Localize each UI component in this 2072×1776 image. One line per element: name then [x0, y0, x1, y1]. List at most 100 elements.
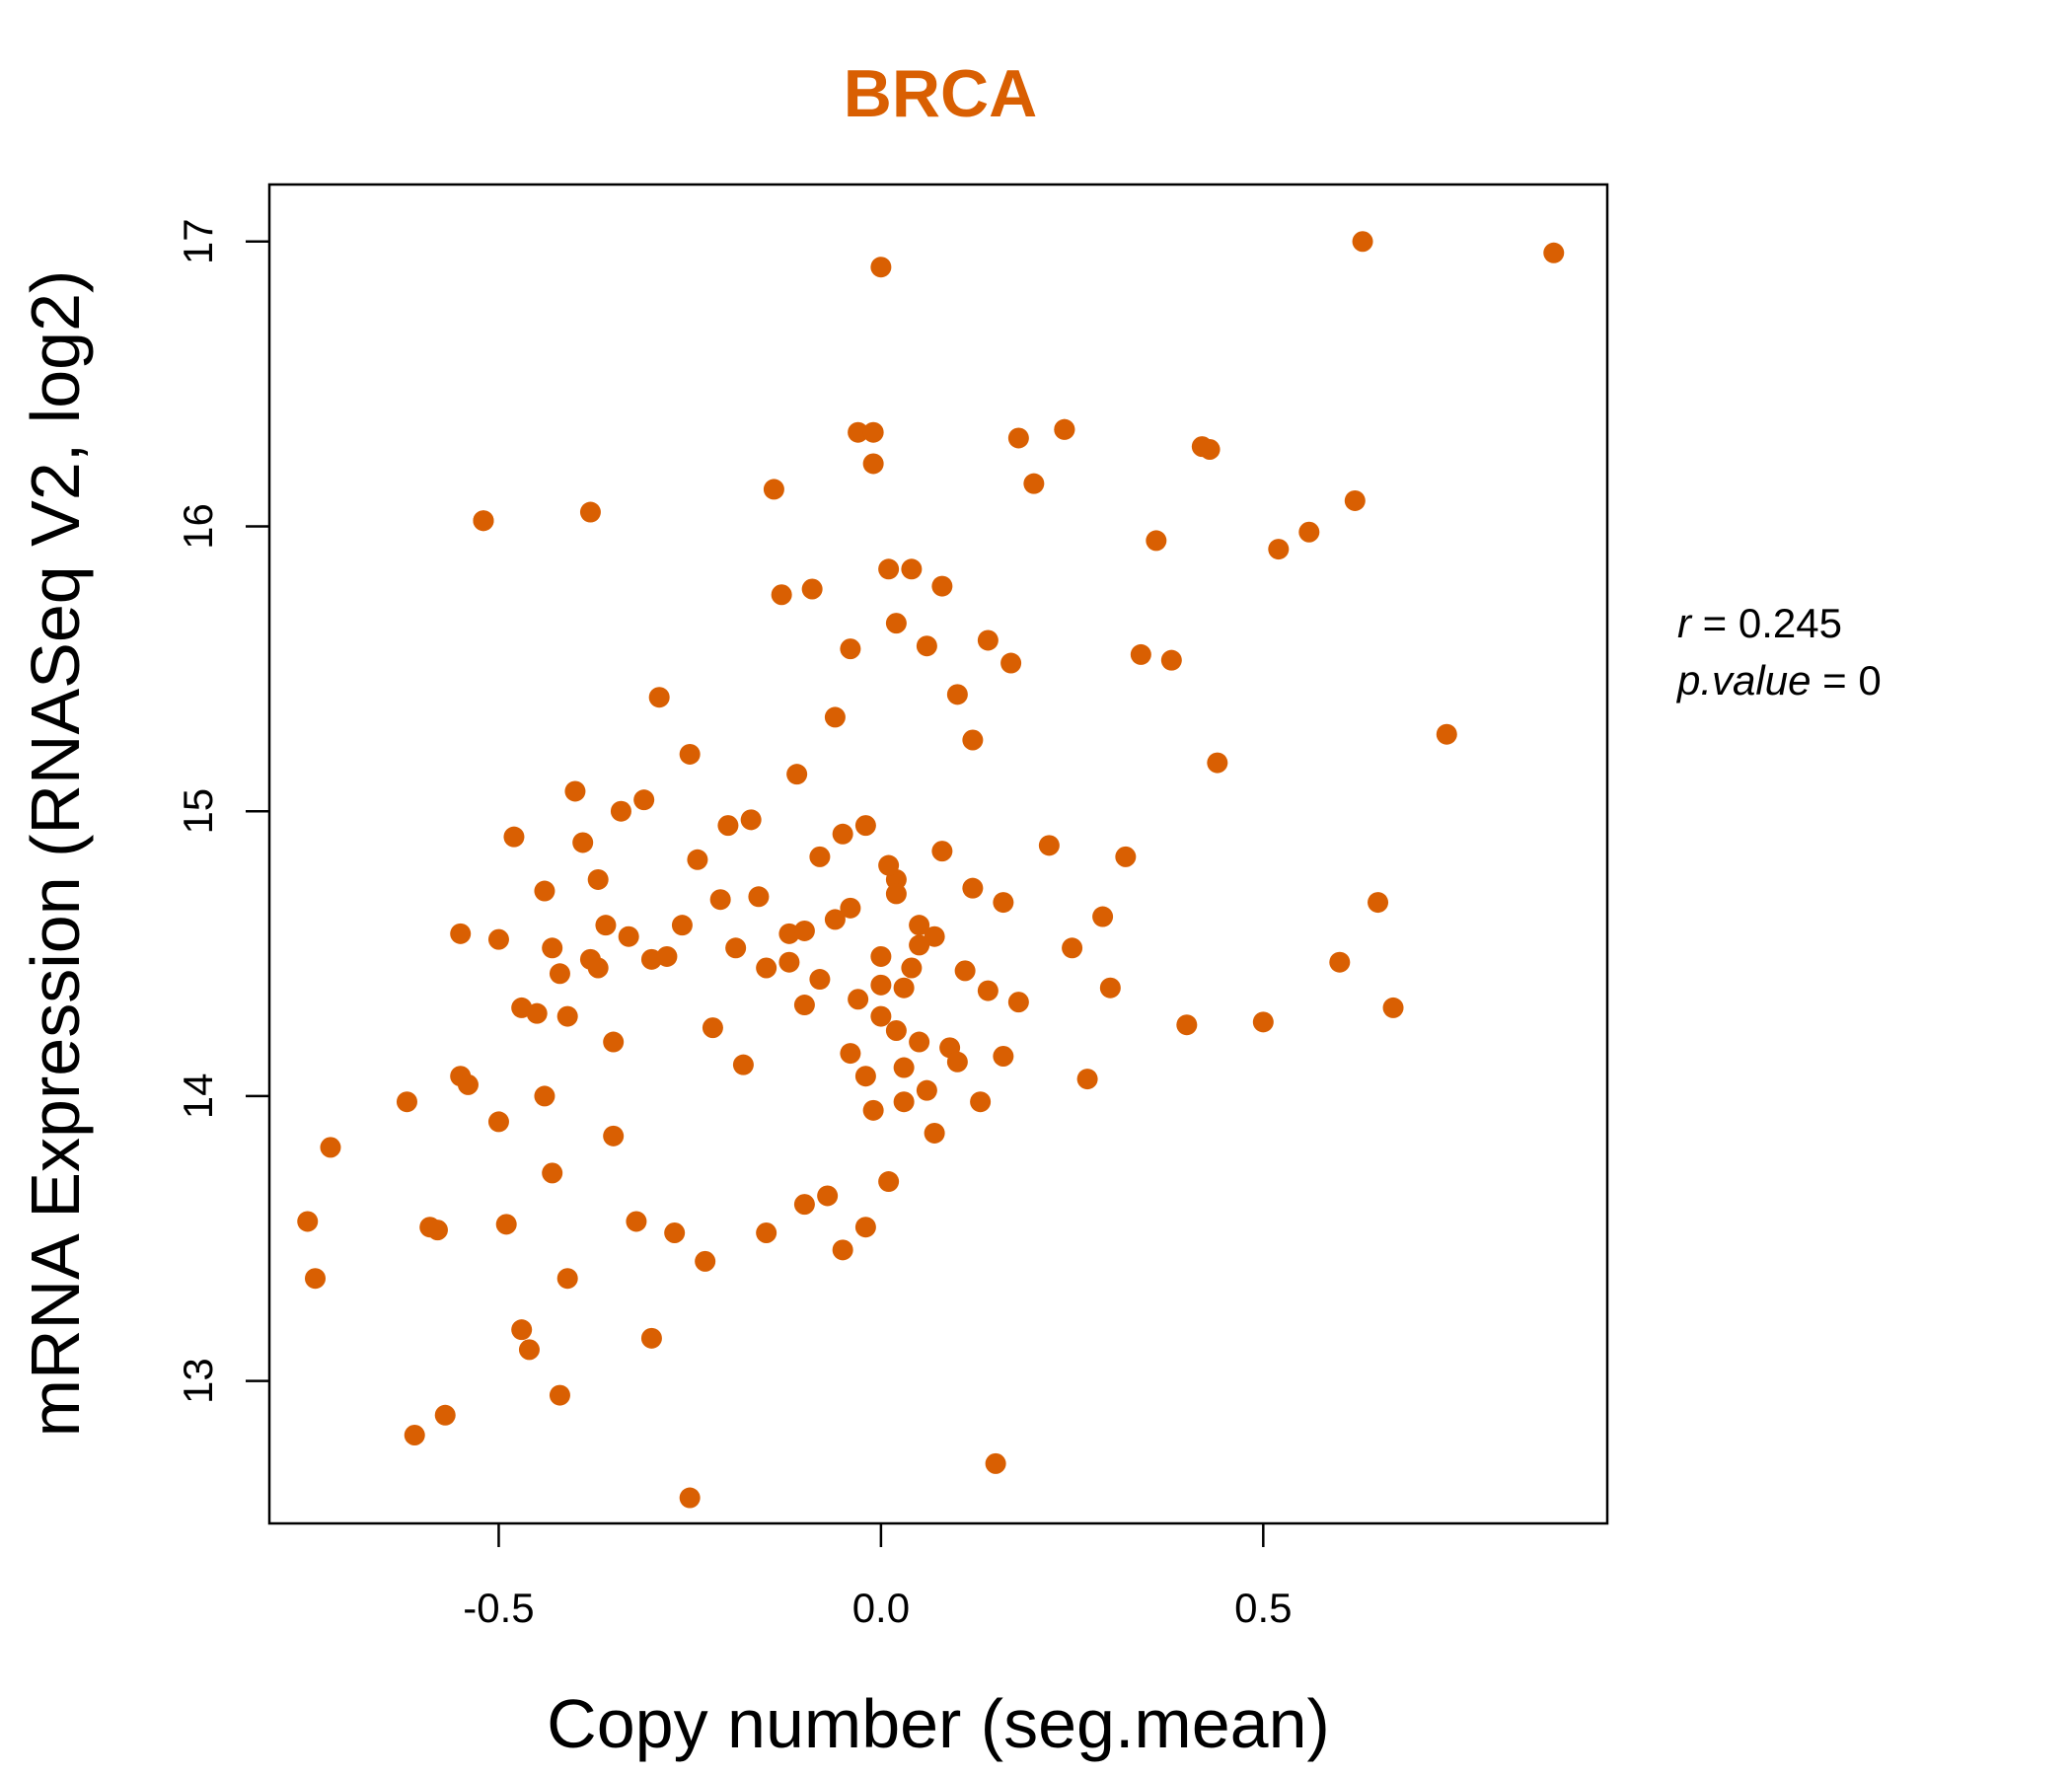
data-point [320, 1137, 341, 1158]
plot-frame [267, 183, 1609, 1525]
data-point [848, 421, 869, 443]
data-point [610, 800, 631, 822]
data-point [824, 909, 846, 930]
data-point [404, 1424, 425, 1445]
data-point [862, 453, 884, 475]
data-point [977, 629, 999, 651]
data-point [542, 1162, 563, 1184]
data-point [1344, 489, 1366, 511]
chart-title: BRCA [844, 56, 1037, 131]
data-point [1076, 1069, 1098, 1090]
data-point [717, 815, 739, 837]
data-point [970, 1091, 992, 1113]
data-point [1329, 951, 1351, 973]
data-point [534, 880, 555, 902]
data-point [854, 815, 876, 837]
x-axis-label: Copy number (seg.mean) [547, 1685, 1330, 1762]
data-point [1352, 231, 1373, 253]
data-point [924, 925, 945, 947]
data-point [778, 923, 800, 944]
data-point [901, 957, 923, 979]
data-point [549, 963, 570, 985]
data-point [518, 1339, 540, 1361]
correlation-stats: r = 0.245 p.value = 0 [1675, 600, 1882, 703]
data-point [962, 729, 984, 751]
data-point [840, 638, 861, 660]
y-tick-label: 13 [175, 1358, 221, 1404]
data-point [671, 915, 693, 936]
data-point [450, 923, 472, 944]
data-point [832, 1239, 853, 1261]
data-point [893, 977, 915, 999]
data-point [679, 1487, 701, 1509]
data-point [487, 1111, 509, 1133]
data-point [457, 1073, 479, 1095]
data-point [916, 635, 937, 657]
data-point [878, 558, 900, 580]
data-point [793, 995, 815, 1016]
data-point [603, 1031, 625, 1053]
data-point [993, 1045, 1014, 1067]
data-point [878, 1171, 900, 1193]
data-point [924, 1122, 945, 1144]
data-point [862, 1099, 884, 1121]
data-point [626, 1211, 647, 1232]
data-point [396, 1091, 417, 1113]
data-point [1382, 997, 1404, 1018]
data-point [640, 948, 662, 970]
data-point [993, 892, 1014, 914]
data-point [870, 1005, 892, 1027]
data-point [931, 575, 953, 597]
p-value: 0 [1858, 657, 1881, 703]
data-point [687, 849, 708, 870]
data-point [633, 789, 655, 811]
data-point [946, 684, 968, 705]
data-point [1092, 906, 1114, 927]
x-tick-label: 0.0 [852, 1585, 910, 1631]
data-point [1199, 439, 1221, 461]
data-point [1038, 835, 1060, 856]
data-point [732, 1054, 754, 1075]
data-point [740, 809, 762, 831]
data-point [709, 889, 731, 911]
data-point [870, 257, 892, 278]
data-point [824, 706, 846, 728]
data-point [556, 1268, 578, 1290]
data-point [1268, 539, 1290, 560]
data-point [909, 1031, 930, 1053]
data-point [801, 578, 823, 600]
data-point [809, 969, 831, 991]
data-point [1298, 521, 1320, 543]
data-point [648, 687, 670, 708]
data-point [549, 1384, 570, 1406]
data-point [840, 897, 861, 919]
data-point [556, 1005, 578, 1027]
p-equals: = [1822, 657, 1858, 703]
data-point [1115, 846, 1137, 867]
x-axis: -0.5 0.0 0.5 [463, 1523, 1293, 1631]
data-point [1130, 643, 1151, 665]
data-point [909, 915, 930, 936]
data-point [985, 1452, 1006, 1474]
data-point [702, 1017, 723, 1039]
r-value: 0.245 [1739, 600, 1842, 646]
x-tick-label: 0.5 [1234, 1585, 1292, 1631]
data-point [832, 823, 853, 845]
data-point [1543, 242, 1565, 263]
data-point [977, 980, 999, 1001]
data-point [809, 846, 831, 867]
data-point [679, 743, 701, 765]
data-point [473, 510, 494, 532]
data-point [1252, 1011, 1274, 1033]
data-point [878, 854, 900, 876]
y-tick-label: 14 [175, 1073, 221, 1120]
data-point [1023, 473, 1045, 494]
data-point [526, 1002, 548, 1024]
data-point [854, 1066, 876, 1087]
data-point [901, 558, 923, 580]
data-point [1176, 1014, 1198, 1036]
data-point [1054, 418, 1075, 440]
data-point [885, 613, 907, 634]
data-point [893, 1057, 915, 1078]
